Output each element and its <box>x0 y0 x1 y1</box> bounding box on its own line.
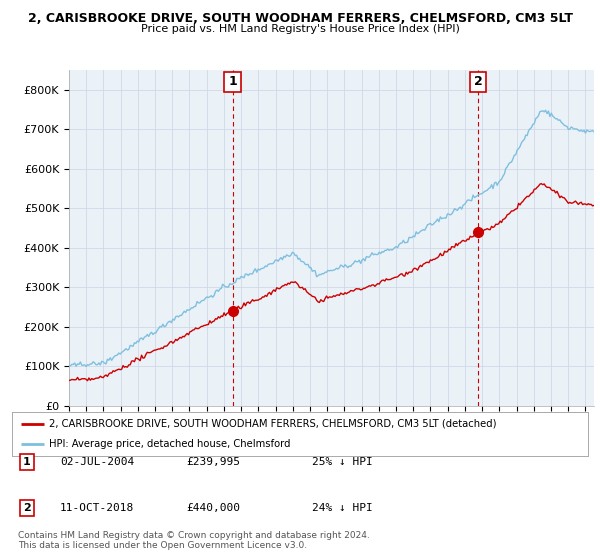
Text: 11-OCT-2018: 11-OCT-2018 <box>60 503 134 513</box>
Text: Price paid vs. HM Land Registry's House Price Index (HPI): Price paid vs. HM Land Registry's House … <box>140 24 460 34</box>
Text: 2, CARISBROOKE DRIVE, SOUTH WOODHAM FERRERS, CHELMSFORD, CM3 5LT: 2, CARISBROOKE DRIVE, SOUTH WOODHAM FERR… <box>28 12 572 25</box>
Text: HPI: Average price, detached house, Chelmsford: HPI: Average price, detached house, Chel… <box>49 439 291 449</box>
Text: Contains HM Land Registry data © Crown copyright and database right 2024.
This d: Contains HM Land Registry data © Crown c… <box>18 530 370 550</box>
Text: £440,000: £440,000 <box>186 503 240 513</box>
Text: 02-JUL-2004: 02-JUL-2004 <box>60 457 134 467</box>
Text: 25% ↓ HPI: 25% ↓ HPI <box>312 457 373 467</box>
Text: 1: 1 <box>23 457 31 467</box>
Text: 2, CARISBROOKE DRIVE, SOUTH WOODHAM FERRERS, CHELMSFORD, CM3 5LT (detached): 2, CARISBROOKE DRIVE, SOUTH WOODHAM FERR… <box>49 419 497 429</box>
Text: 24% ↓ HPI: 24% ↓ HPI <box>312 503 373 513</box>
Text: £239,995: £239,995 <box>186 457 240 467</box>
Text: 2: 2 <box>474 76 483 88</box>
Text: 1: 1 <box>228 76 237 88</box>
Text: 2: 2 <box>23 503 31 513</box>
